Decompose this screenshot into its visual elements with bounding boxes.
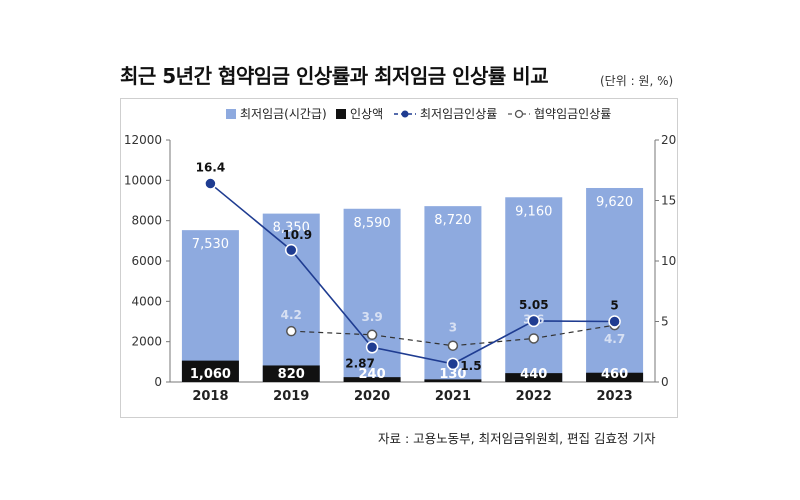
increase-value-label: 460 bbox=[601, 367, 628, 382]
min-wage-rate-line bbox=[209, 182, 615, 365]
right-tick-label: 5 bbox=[661, 315, 669, 329]
agreement-rate-label: 4.2 bbox=[281, 308, 302, 322]
agreement-rate-point bbox=[366, 329, 378, 341]
legend-label: 협약임금인상률 bbox=[534, 106, 611, 121]
left-tick-label: 6000 bbox=[131, 254, 162, 268]
increase-value-label: 240 bbox=[359, 367, 386, 382]
min-wage-rate-label: 16.4 bbox=[196, 161, 226, 175]
legend-marker-min-wage-rate bbox=[401, 110, 409, 118]
legend-marker-agreement-rate bbox=[514, 109, 524, 119]
bar-minimum-wage bbox=[181, 230, 239, 382]
min-wage-rate-point bbox=[365, 341, 379, 354]
left-tick-label: 12000 bbox=[124, 133, 162, 147]
min-wage-rate-point bbox=[446, 357, 460, 371]
increase-value-label: 820 bbox=[278, 367, 305, 382]
legend-swatch-increase-amount bbox=[336, 109, 346, 119]
left-tick-label: 2000 bbox=[131, 335, 162, 349]
legend-swatch-minimum-wage bbox=[226, 109, 236, 119]
bar-increase-amount bbox=[343, 377, 401, 382]
min-wage-rate-point bbox=[204, 177, 217, 190]
left-tick-label: 0 bbox=[154, 375, 162, 389]
min-wage-rate-label: 10.9 bbox=[282, 228, 312, 242]
x-tick-label: 2023 bbox=[596, 389, 632, 404]
bar-increase-amount bbox=[505, 373, 563, 382]
bar-value-label: 9,160 bbox=[515, 204, 552, 219]
min-wage-rate-label: 1.5 bbox=[460, 359, 481, 373]
bar-minimum-wage bbox=[586, 187, 644, 382]
chart-frame bbox=[120, 98, 678, 418]
left-tick-label: 8000 bbox=[131, 214, 162, 228]
legend-label: 최저임금인상률 bbox=[420, 107, 497, 121]
legend-label: 최저임금(시간급) bbox=[240, 107, 327, 121]
agreement-rate-label: 3.9 bbox=[361, 310, 382, 324]
bar-value-label: 9,620 bbox=[596, 195, 633, 210]
min-wage-rate-label: 5.05 bbox=[519, 298, 549, 312]
bar-minimum-wage bbox=[424, 206, 482, 382]
chart-title: 최근 5년간 협약임금 인상률과 최저임금 인상률 비교 bbox=[120, 64, 549, 88]
legend-label: 인상액 bbox=[350, 107, 383, 121]
left-tick-label: 4000 bbox=[131, 294, 162, 308]
agreement-rate-point bbox=[447, 340, 459, 351]
increase-value-label: 130 bbox=[439, 367, 466, 382]
bar-increase-amount bbox=[262, 365, 320, 382]
bar-increase-amount bbox=[586, 372, 644, 382]
x-tick-label: 2022 bbox=[516, 389, 552, 404]
right-tick-label: 10 bbox=[661, 254, 676, 268]
left-tick-label: 10000 bbox=[124, 173, 162, 187]
right-tick-label: 15 bbox=[661, 194, 676, 208]
agreement-rate-point bbox=[528, 333, 539, 344]
min-wage-rate-label: 5 bbox=[610, 299, 618, 313]
bar-increase-amount bbox=[181, 360, 239, 382]
bar-minimum-wage bbox=[262, 213, 320, 382]
unit-label: (단위 : 원, %) bbox=[600, 74, 674, 88]
x-tick-label: 2020 bbox=[354, 389, 390, 404]
bar-value-label: 7,530 bbox=[192, 237, 229, 252]
bar-minimum-wage bbox=[505, 197, 563, 382]
min-wage-rate-point bbox=[527, 314, 540, 328]
bar-value-label: 8,590 bbox=[353, 216, 390, 231]
bar-value-label: 8,350 bbox=[273, 221, 310, 236]
bar-increase-amount bbox=[424, 379, 482, 382]
min-wage-rate-point bbox=[285, 243, 298, 257]
increase-value-label: 440 bbox=[520, 367, 547, 382]
x-tick-label: 2019 bbox=[273, 389, 309, 404]
right-tick-label: 0 bbox=[661, 375, 669, 389]
increase-value-label: 1,060 bbox=[190, 367, 231, 382]
right-tick-label: 20 bbox=[661, 133, 676, 147]
agreement-rate-label: 3 bbox=[449, 321, 457, 335]
agreement-rate-point bbox=[286, 325, 297, 337]
x-tick-label: 2018 bbox=[192, 389, 228, 404]
x-tick-label: 2021 bbox=[435, 389, 471, 404]
bar-value-label: 8,720 bbox=[434, 213, 471, 228]
min-wage-rate-point bbox=[608, 315, 621, 328]
source-note: 자료 : 고용노동부, 최저임금위원회, 편집 김효정 기자 bbox=[378, 431, 656, 446]
min-wage-rate-label: 2.87 bbox=[345, 356, 375, 370]
agreement-rate-label: 4.7 bbox=[604, 332, 625, 346]
